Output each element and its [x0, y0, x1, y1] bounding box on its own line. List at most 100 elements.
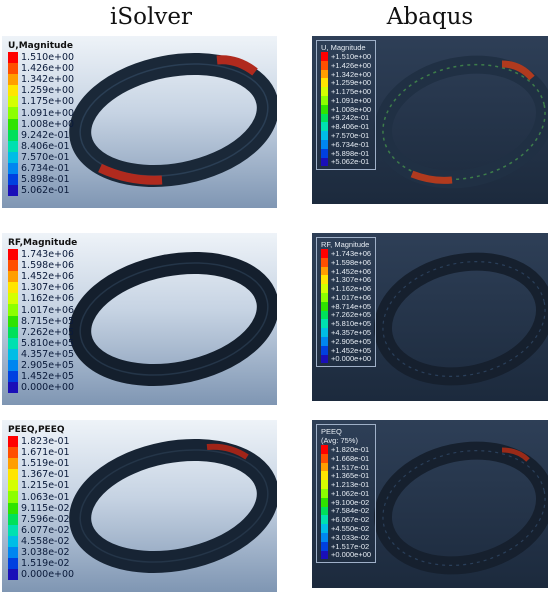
- legend-value: 1.008e+00: [21, 118, 75, 130]
- legend-value: 7.262e+05: [21, 326, 75, 338]
- legend-swatch: [8, 129, 18, 141]
- legend-row: 1.519e-02: [8, 558, 74, 570]
- legend-swatch: [8, 315, 18, 327]
- legend-row: +6.734e-01: [321, 140, 371, 149]
- legend-row: +1.598e+06: [321, 258, 371, 267]
- legend-value: 1.017e+06: [21, 304, 75, 316]
- legend-value: +1.213e-01: [331, 480, 370, 490]
- legend-value: 1.519e-01: [21, 458, 70, 470]
- legend-value: +4.550e-02: [331, 524, 370, 534]
- legend-swatch: [321, 328, 328, 337]
- legend-swatch: [8, 260, 18, 272]
- legend-row: +1.213e-01: [321, 480, 371, 489]
- legend-swatch: [321, 471, 328, 481]
- legend-row: +5.810e+05: [321, 319, 371, 328]
- legend-row: +1.426e+00: [321, 61, 371, 70]
- legend-row: 1.598e+06: [8, 260, 77, 272]
- legend-swatch: [8, 447, 18, 459]
- legend-title: U, Magnitude: [321, 43, 366, 52]
- legend-swatch: [8, 63, 18, 75]
- legend-swatch: [321, 541, 328, 551]
- legend-swatch: [8, 502, 18, 514]
- legend-row: +0.000e+00: [321, 550, 371, 559]
- legend-swatch: [321, 354, 328, 364]
- legend-value: 7.570e-01: [21, 151, 70, 163]
- legend-value: +7.584e-02: [331, 506, 370, 516]
- legend-swatch: [8, 118, 18, 130]
- legend-value: 1.452e+05: [21, 371, 75, 383]
- legend-row: +4.357e+05: [321, 328, 371, 337]
- legend-swatch: [321, 275, 328, 285]
- legend-row: +1.365e-01: [321, 471, 371, 480]
- legend-swatch: [321, 139, 328, 149]
- legend-value: +6.734e-01: [331, 139, 370, 149]
- legend-row: +7.262e+05: [321, 310, 372, 320]
- legend-row: +5.898e-01: [321, 149, 371, 158]
- legend-swatch: [321, 52, 328, 61]
- legend-swatch: [8, 359, 18, 372]
- abaqus-header: Abaqus: [386, 4, 474, 30]
- legend-row: +9.242e-01: [321, 113, 371, 122]
- isolver-panel-peeq: PEEQ,PEEQ 1.823e-01 1.671e-01 1.519e-01 1.3…: [2, 420, 277, 592]
- legend-value: 1.743e+06: [21, 249, 75, 261]
- legend-swatch: [321, 78, 328, 88]
- legend-swatch: [321, 122, 328, 132]
- legend-swatch: [8, 74, 18, 86]
- legend-swatch: [8, 282, 18, 294]
- ring-model: [373, 55, 548, 189]
- legend-value: 1.519e-02: [21, 558, 70, 570]
- legend-row: +1.510e+00: [321, 52, 371, 61]
- legend-swatch: [8, 382, 18, 394]
- legend-value: 9.115e-02: [21, 502, 70, 514]
- legend-swatch: [321, 104, 328, 114]
- legend-value: +4.357e+05: [331, 328, 372, 338]
- legend-value: +8.406e-01: [331, 122, 370, 132]
- legend-swatch: [321, 506, 328, 516]
- legend-value: +1.091e+00: [331, 95, 372, 105]
- legend-swatch: [8, 371, 18, 383]
- legend-swatch: [8, 558, 18, 570]
- legend-row: +1.008e+00: [321, 105, 371, 114]
- legend-title: PEEQ,PEEQ: [8, 425, 65, 435]
- legend-row: 1.017e+06: [8, 304, 77, 316]
- legend-row: 1.259e+00: [8, 85, 74, 97]
- legend-title: U,Magnitude: [8, 41, 73, 51]
- legend-swatch: [321, 284, 328, 293]
- legend-row: 1.452e+05: [8, 371, 77, 383]
- legend-row: 1.367e-01: [8, 469, 74, 481]
- legend-row: +1.062e-01: [321, 489, 371, 498]
- legend-swatch: [321, 453, 328, 463]
- legend-row: 1.008e+00: [8, 118, 75, 130]
- legend-value: +7.262e+05: [331, 310, 372, 320]
- legend-swatch: [8, 96, 18, 108]
- legend-row: 4.558e-02: [8, 535, 74, 547]
- legend-value: 4.558e-02: [21, 535, 70, 547]
- legend-swatch: [321, 488, 328, 498]
- abaqus-panel-displacement: U, Magnitude +1.510e+00 +1.426e+00 +1.342e…: [312, 36, 548, 204]
- legend-swatch: [321, 87, 328, 96]
- legend-value: 1.598e+06: [21, 260, 75, 272]
- legend-swatch: [321, 497, 328, 507]
- legend-row: 1.162e+06: [8, 293, 77, 305]
- legend-row: +4.550e-02: [321, 524, 371, 533]
- legend-swatch: [8, 348, 18, 360]
- legend-row: +1.668e-01: [321, 454, 371, 463]
- legend-swatch: [8, 52, 18, 64]
- legend-swatch: [8, 546, 18, 559]
- legend-swatch: [321, 257, 328, 267]
- legend-row: 0.000e+00: [8, 382, 77, 394]
- legend-row: +1.091e+00: [321, 96, 371, 105]
- legend-value: +1.517e-01: [331, 462, 370, 472]
- legend-row: +6.067e-02: [321, 515, 371, 524]
- legend-swatch: [321, 336, 328, 346]
- isolver-panel-displacement: U,Magnitude 1.510e+00 1.426e+00 1.342e+00 1…: [2, 36, 277, 208]
- legend-swatch: [8, 249, 18, 261]
- legend-swatch: [8, 436, 18, 448]
- legend-row: +1.307e+06: [321, 275, 371, 284]
- legend: RF, Magnitude +1.743e+06 +1.598e+06 +1.452…: [316, 237, 377, 368]
- legend-value: 1.671e-01: [21, 447, 70, 459]
- legend-value: 1.162e+06: [21, 293, 75, 305]
- legend-row: +0.000e+00: [321, 354, 371, 364]
- legend-scale: +1.820e-01 +1.668e-01 +1.517e-01 +1.365e-01…: [321, 445, 371, 559]
- legend-value: 1.175e+00: [21, 96, 75, 108]
